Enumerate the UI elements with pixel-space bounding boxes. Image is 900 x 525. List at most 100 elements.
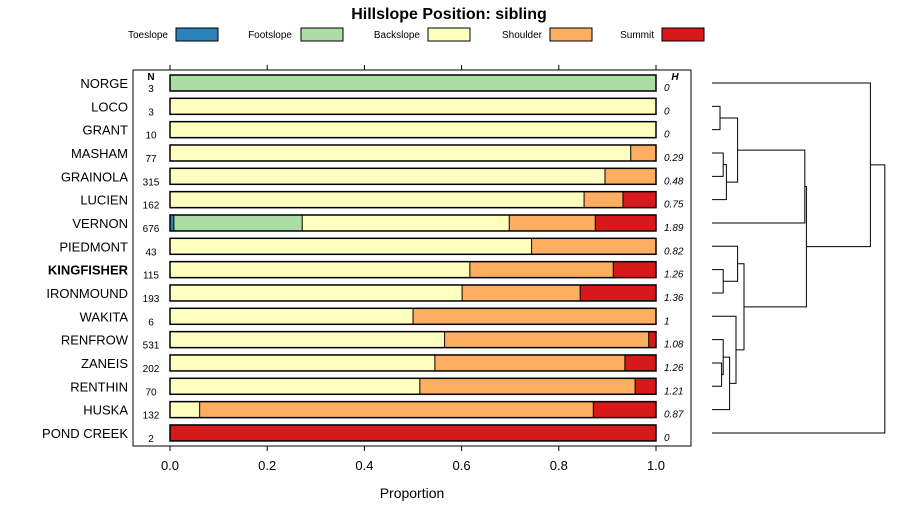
- dendrogram: [712, 82, 886, 434]
- row-lucien: LUCIEN 162 0.75: [80, 190, 684, 212]
- n-value: 70: [145, 387, 157, 398]
- n-value: 202: [143, 364, 160, 375]
- h-value: 1.36: [664, 293, 684, 304]
- bar-outline: [169, 167, 657, 186]
- x-axis-label: Proportion: [380, 485, 445, 501]
- row-grainola: GRAINOLA 315 0.48: [61, 167, 684, 188]
- bar-segment-shoulder: [509, 214, 596, 231]
- bar-segment-summit: [622, 191, 656, 208]
- category-label: KINGFISHER: [48, 263, 129, 278]
- x-tick-label: 0.4: [355, 458, 373, 473]
- bar-segment-backslope: [170, 284, 463, 301]
- dendrogram-link: [712, 269, 724, 294]
- category-label: HUSKA: [83, 403, 128, 418]
- x-tick-label: 0.2: [258, 458, 276, 473]
- row-vernon: VERNON 676 1.89: [72, 214, 684, 235]
- n-value: 77: [145, 154, 157, 165]
- dendrogram-link: [712, 105, 721, 131]
- bar-segment-summit: [593, 401, 656, 418]
- row-piedmont: PIEDMONT 43 0.82: [59, 237, 684, 258]
- legend-swatch-footslope: [300, 27, 344, 42]
- bar-segment-summit: [648, 331, 656, 348]
- dendrogram-link: [712, 164, 886, 434]
- row-huska: HUSKA 132 0.87: [83, 400, 684, 422]
- bar-segment-shoulder: [469, 261, 614, 278]
- category-label: WAKITA: [80, 309, 129, 324]
- bar-segment-shoulder: [630, 144, 656, 161]
- bar-segment-summit: [624, 354, 656, 371]
- h-value: 0: [664, 106, 670, 117]
- dendrogram-link: [712, 152, 724, 177]
- row-zaneis: ZANEIS 202 1.26: [81, 354, 684, 375]
- legend-label-shoulder: Shoulder: [502, 30, 543, 41]
- bar-segment-shoulder: [462, 284, 581, 301]
- legend-label-footslope: Footslope: [248, 30, 292, 41]
- bar-outline: [169, 120, 657, 139]
- category-label: RENTHIN: [70, 379, 128, 394]
- h-value: 1.21: [664, 386, 683, 397]
- legend: Toeslope Footslope Backslope Shoulder Summit: [128, 27, 705, 42]
- bar-outline: [169, 190, 657, 209]
- dendrogram-link: [712, 356, 731, 411]
- n-value: 115: [143, 271, 159, 282]
- legend-swatch-shoulder: [549, 27, 593, 42]
- bar-segment-shoulder: [434, 354, 625, 371]
- bar-segment-backslope: [170, 401, 200, 418]
- n-value: 43: [145, 247, 157, 258]
- bar-segment-summit: [580, 284, 656, 301]
- bar-segment-backslope: [170, 308, 413, 325]
- row-wakita: WAKITA 6 1: [80, 307, 670, 328]
- bar-segment-backslope: [302, 214, 510, 231]
- row-pond-creek: POND CREEK 2 0: [42, 424, 670, 445]
- chart-title: Hillslope Position: sibling: [351, 6, 547, 23]
- n-value: 6: [148, 317, 154, 328]
- category-label: LUCIEN: [80, 193, 128, 208]
- h-value: 0.82: [664, 246, 684, 257]
- h-value: 0: [664, 83, 670, 94]
- row-kingfisher: KINGFISHER 115 1.26: [48, 260, 684, 282]
- n-value: 2: [148, 434, 154, 445]
- bar-segment-backslope: [170, 191, 585, 208]
- bar-segment-shoulder: [604, 168, 656, 185]
- category-label: ZANEIS: [81, 356, 128, 371]
- x-tick-label: 0.6: [453, 458, 471, 473]
- category-label: IRONMOUND: [46, 286, 128, 301]
- n-value: 3: [148, 84, 154, 95]
- bar-segment-shoulder: [199, 401, 594, 418]
- h-value: 1.26: [664, 270, 684, 281]
- bar-segment-backslope: [170, 378, 420, 395]
- bar-segment-footslope: [170, 75, 656, 91]
- bar-segment-backslope: [170, 121, 656, 138]
- bar-segment-summit: [170, 424, 656, 441]
- legend-label-summit: Summit: [620, 30, 654, 41]
- bar-segment-summit: [635, 378, 656, 395]
- row-renthin: RENTHIN 70 1.21: [70, 377, 683, 398]
- bar-segment-backslope: [170, 238, 532, 255]
- bar-outline: [169, 377, 657, 396]
- category-label: GRANT: [83, 123, 129, 138]
- category-label: PIEDMONT: [59, 239, 128, 254]
- category-label: GRAINOLA: [61, 169, 129, 184]
- row-ironmound: IRONMOUND 193 1.36: [46, 284, 684, 305]
- bar-outline: [169, 354, 657, 372]
- n-value: 132: [143, 411, 160, 422]
- dendrogram-link: [712, 315, 737, 384]
- dendrogram-link: [712, 164, 727, 201]
- bar-segment-footslope: [173, 214, 303, 231]
- bar-outline: [169, 400, 657, 419]
- h-value: 1.08: [664, 340, 684, 351]
- h-value: 1.26: [664, 363, 684, 374]
- bar-segment-shoulder: [419, 378, 636, 395]
- h-value: 1.89: [664, 223, 684, 234]
- h-value: 0.48: [664, 176, 684, 187]
- bar-segment-backslope: [170, 168, 605, 185]
- bar-segment-toeslope: [170, 214, 174, 231]
- plot-frame: [132, 69, 692, 447]
- bar-segment-backslope: [170, 98, 656, 115]
- n-value: 315: [143, 177, 160, 188]
- bar-outline: [169, 307, 657, 326]
- category-label: POND CREEK: [42, 426, 128, 441]
- dendrogram-link: [712, 362, 723, 387]
- row-renfrow: RENFROW 531 1.08: [61, 330, 684, 352]
